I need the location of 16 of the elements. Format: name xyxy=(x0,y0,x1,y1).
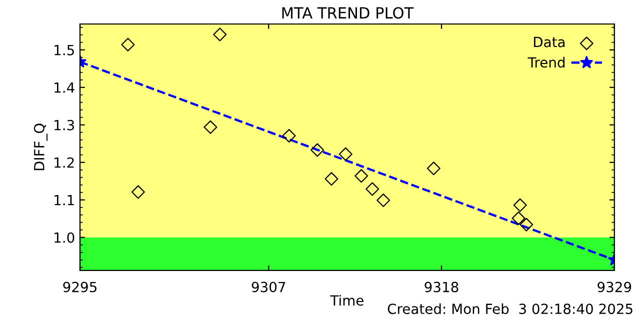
y-tick-label: 1.2 xyxy=(54,157,74,168)
legend-label: Data xyxy=(534,36,565,48)
chart-title: MTA TREND PLOT xyxy=(282,7,414,19)
x-tick-label: 9318 xyxy=(424,282,458,292)
x-tick-label: 9307 xyxy=(252,282,286,292)
y-tick-label: 1.5 xyxy=(54,45,74,56)
y-axis-title: DIFF_Q xyxy=(34,124,48,170)
x-axis-title: Time xyxy=(330,294,364,306)
x-tick-label: 9329 xyxy=(598,282,632,292)
x-tick-label: 9295 xyxy=(63,282,96,292)
text: Created: Mon Feb 3 02:18:40 2025 xyxy=(388,303,632,314)
legend-label: Trend xyxy=(528,56,565,68)
y-tick-label: 1.4 xyxy=(54,82,74,93)
y-tick-label: 1.0 xyxy=(54,232,74,243)
y-tick-label: 1.3 xyxy=(54,120,74,130)
y-tick-label: 1.1 xyxy=(54,195,74,206)
